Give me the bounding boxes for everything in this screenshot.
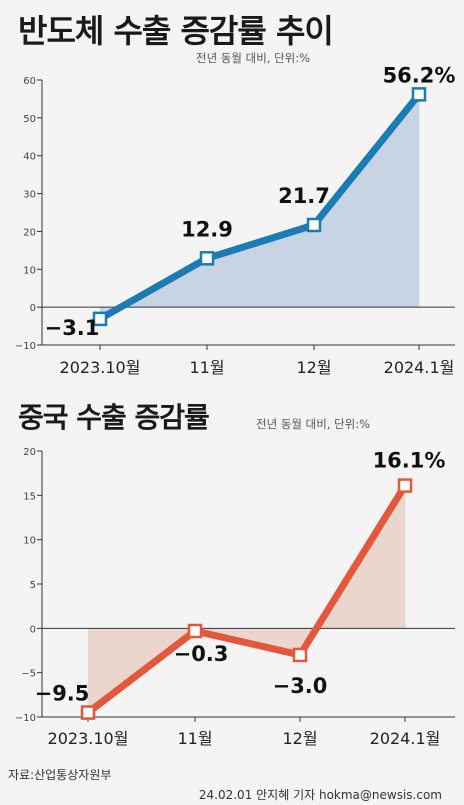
chart1-x-tick-label: 12월	[296, 358, 331, 377]
chart1-y-tick-label: 0	[30, 303, 36, 314]
chart2-x-tick-label: 2023.10월	[48, 729, 129, 748]
chart2-data-point	[80, 705, 96, 720]
chart1-data-label: 12.9	[181, 217, 233, 241]
chart1-area-fill	[120, 94, 419, 308]
chart1-x-tick-label: 2023.10월	[60, 358, 141, 377]
chart2-y-tick-label: 10	[23, 536, 36, 547]
chart2-series-line	[84, 482, 409, 717]
chart1-x-tick-label: 11월	[189, 358, 224, 377]
chart2-y-tick-label: 0	[30, 624, 36, 635]
chart2-y-tick-label: −10	[15, 713, 36, 724]
chart2-data-label: 16.1%	[373, 449, 446, 473]
chart2-data-label: −0.3	[174, 642, 229, 666]
chart2-data-point	[187, 623, 203, 639]
chart2-y-tick-label: −5	[21, 669, 36, 680]
chart1-data-label: −3.1	[45, 316, 100, 340]
chart1-data-label: 56.2%	[383, 63, 456, 87]
chart1-y-tick-label: 50	[23, 114, 36, 125]
chart1-y-tick-label: 20	[23, 227, 36, 238]
source-note: 자료:산업통상자원부	[8, 768, 112, 782]
chart1-y-tick-label: −10	[15, 341, 36, 352]
chart1-y-tick-label: 40	[23, 152, 36, 163]
chart1-data-label: 21.7	[278, 184, 330, 208]
chart1-data-point	[199, 251, 215, 266]
chart1-y-tick-label: 10	[23, 265, 36, 276]
chart2-y-tick-label: 20	[23, 447, 36, 458]
chart2-data-label: −9.5	[35, 682, 90, 706]
chart2-y-tick-label: 5	[30, 580, 36, 591]
chart1-data-point	[306, 217, 322, 233]
chart1-data-point	[411, 87, 427, 102]
chart1-x-tick-label: 2024.1월	[384, 358, 455, 377]
chart2-data-label: −3.0	[273, 674, 328, 698]
chart1-title: 반도체 수출 증감률 추이	[18, 12, 334, 50]
chart2-data-point	[397, 478, 413, 493]
chart2-y-tick-label: 15	[23, 491, 36, 502]
credit-line: 24.02.01 안지혜 기자 hokma@newsis.com	[198, 788, 442, 802]
chart1-y-tick-label: 30	[23, 190, 36, 201]
chart1-unit-note: 전년 동월 대비, 단위:%	[196, 51, 311, 65]
chart2-x-tick-label: 12월	[282, 729, 317, 748]
chart2-x-tick-label: 2024.1월	[370, 729, 441, 748]
chart2-title: 중국 수출 증감률	[18, 401, 210, 434]
chart2-x-tick-label: 11월	[177, 729, 212, 748]
chart2-area-fill	[88, 628, 317, 713]
chart2-unit-note: 전년 동월 대비, 단위:%	[256, 417, 371, 431]
chart1-data-point	[92, 311, 108, 327]
chart1-series-line	[96, 90, 423, 323]
chart1-y-tick-label: 60	[23, 76, 36, 87]
chart2-data-point	[292, 647, 308, 663]
